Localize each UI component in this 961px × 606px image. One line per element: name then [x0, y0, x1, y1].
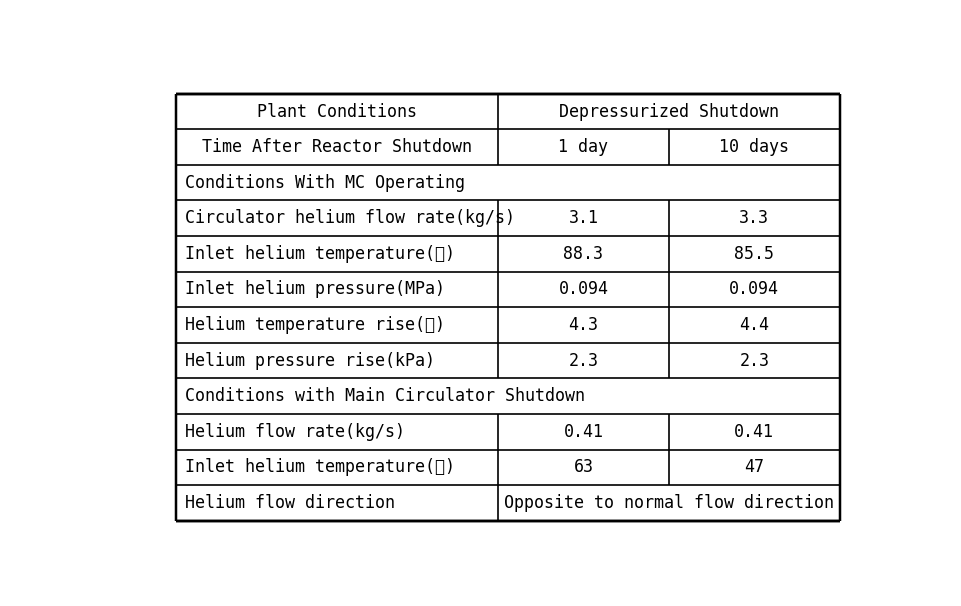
Text: 3.1: 3.1 [568, 209, 598, 227]
Text: Helium flow direction: Helium flow direction [185, 494, 395, 512]
Text: 1 day: 1 day [557, 138, 607, 156]
Text: 63: 63 [573, 458, 593, 476]
Text: 0.094: 0.094 [728, 281, 778, 298]
Text: 85.5: 85.5 [733, 245, 774, 263]
Text: 2.3: 2.3 [738, 351, 769, 370]
Text: 10 days: 10 days [719, 138, 788, 156]
Text: Depressurized Shutdown: Depressurized Shutdown [558, 102, 778, 121]
Text: Inlet helium temperature(℃): Inlet helium temperature(℃) [185, 245, 455, 263]
Text: Conditions With MC Operating: Conditions With MC Operating [185, 174, 464, 191]
Text: Inlet helium pressure(MPa): Inlet helium pressure(MPa) [185, 281, 445, 298]
Text: Conditions with Main Circulator Shutdown: Conditions with Main Circulator Shutdown [185, 387, 584, 405]
Text: Opposite to normal flow direction: Opposite to normal flow direction [504, 494, 833, 512]
Text: 4.3: 4.3 [568, 316, 598, 334]
Text: 47: 47 [744, 458, 763, 476]
Text: Inlet helium temperature(℃): Inlet helium temperature(℃) [185, 458, 455, 476]
Text: 0.094: 0.094 [557, 281, 607, 298]
Text: 0.41: 0.41 [563, 423, 603, 441]
Text: 4.4: 4.4 [738, 316, 769, 334]
Text: Helium flow rate(kg/s): Helium flow rate(kg/s) [185, 423, 405, 441]
Text: 2.3: 2.3 [568, 351, 598, 370]
Text: 0.41: 0.41 [733, 423, 774, 441]
Text: Helium temperature rise(℃): Helium temperature rise(℃) [185, 316, 445, 334]
Text: Helium pressure rise(kPa): Helium pressure rise(kPa) [185, 351, 434, 370]
Text: Time After Reactor Shutdown: Time After Reactor Shutdown [202, 138, 472, 156]
Text: 3.3: 3.3 [738, 209, 769, 227]
Text: 88.3: 88.3 [563, 245, 603, 263]
Text: Plant Conditions: Plant Conditions [257, 102, 417, 121]
Text: Circulator helium flow rate(kg/s): Circulator helium flow rate(kg/s) [185, 209, 514, 227]
